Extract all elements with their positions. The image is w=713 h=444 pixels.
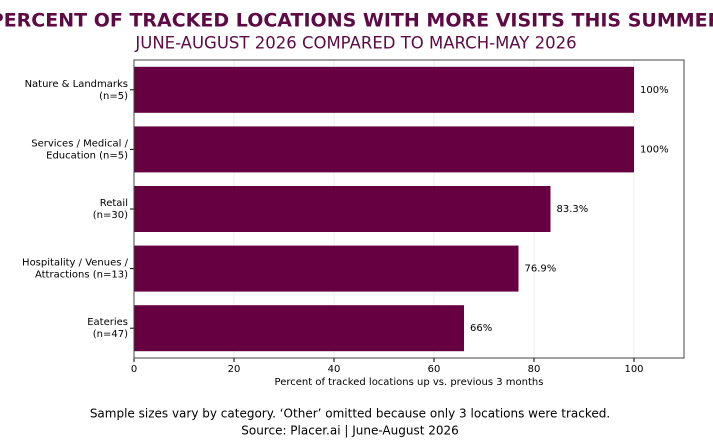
x-tick-label: 60 (428, 364, 441, 375)
y-tick-label-line: (n=47) (93, 329, 128, 340)
y-tick-label-line: Attractions (n=13) (35, 270, 128, 281)
y-tick-label: Services / Medical / Education (n=5) (31, 138, 128, 161)
source: Source: Placer.ai | June-August 2026 (241, 424, 459, 438)
y-tick-label-line: Retail (100, 198, 128, 209)
bar (134, 66, 634, 113)
chart-title: PERCENT OF TRACKED LOCATIONS WITH MORE V… (0, 10, 713, 32)
bar (134, 126, 634, 173)
x-tick-label: 80 (528, 364, 541, 375)
y-tick-label-line: (n=5) (99, 91, 128, 102)
x-tick-label: 0 (131, 364, 137, 375)
x-tick-label: 40 (328, 364, 341, 375)
value-label: 100% (640, 85, 669, 96)
y-tick-label: Nature & Landmarks (n=5) (25, 79, 129, 102)
value-label: 83.3% (557, 204, 589, 215)
x-tick-label: 100 (624, 364, 643, 375)
chart-subtitle: JUNE-AUGUST 2026 COMPARED TO MARCH-MAY 2… (134, 34, 576, 53)
value-label: 76.9% (525, 264, 557, 275)
y-tick-label-line: Hospitality / Venues / (22, 258, 129, 269)
y-tick-label-line: Education (n=5) (46, 150, 128, 161)
x-axis-label: Percent of tracked locations up vs. prev… (275, 377, 544, 388)
footnote: Sample sizes vary by category. ‘Other’ o… (90, 407, 610, 421)
bar (134, 186, 551, 232)
plot-frame (133, 59, 685, 359)
y-tick-label-line: (n=30) (93, 210, 128, 221)
bar (134, 245, 519, 292)
y-tick-label: Retail (n=30) (93, 198, 128, 221)
y-tick-label: Eateries (n=47) (87, 317, 128, 340)
value-label: 66% (470, 323, 492, 334)
y-tick-label: Hospitality / Venues / Attractions (n=13) (22, 258, 129, 281)
value-label: 100% (640, 144, 669, 155)
y-tick-label-line: Eateries (87, 317, 128, 328)
y-tick-label-line: Services / Medical / (31, 138, 128, 149)
bar (134, 305, 464, 352)
x-tick-label: 20 (228, 364, 241, 375)
y-tick-label-line: Nature & Landmarks (25, 79, 128, 90)
